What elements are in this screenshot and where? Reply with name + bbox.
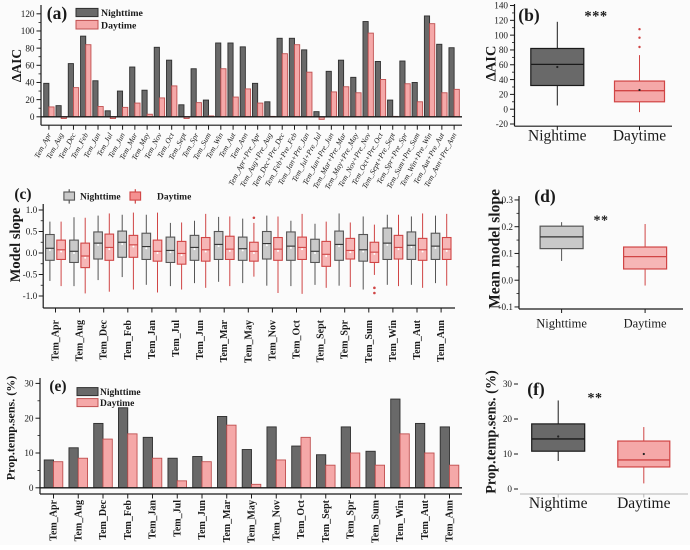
svg-text:Tem_Jan: Tem_Jan [148,500,159,540]
svg-text:Tem_Jul: Tem_Jul [171,320,182,357]
svg-text:ΔAIC: ΔAIC [484,46,500,82]
svg-text:-20: -20 [496,119,509,129]
svg-text:120: 120 [21,9,35,19]
svg-text:30: 30 [24,379,34,389]
svg-text:Tem_Spr: Tem_Spr [340,319,351,359]
svg-text:Tem_Nov: Tem_Nov [267,320,278,361]
svg-text:Tem_Mar: Tem_Mar [222,499,233,542]
svg-text:20: 20 [25,95,35,105]
svg-text:Tem_Mar: Tem_Mar [219,319,230,362]
svg-text:20: 20 [499,90,509,100]
svg-text:Prop.temp.sens. (%): Prop.temp.sens. (%) [4,376,18,480]
svg-text:Tem_Ann: Tem_Ann [445,500,456,542]
svg-text:Tem_Aut: Tem_Aut [412,319,423,359]
svg-text:(d): (d) [534,186,556,206]
svg-text:Tem_Jan: Tem_Jan [147,320,158,360]
svg-text:0: 0 [29,483,34,493]
svg-text:Tem_Sum: Tem_Sum [364,319,375,363]
svg-text:Tem_Feb: Tem_Feb [123,500,134,540]
svg-text:Daytime: Daytime [101,20,137,31]
svg-text:80: 80 [25,43,35,53]
svg-text:Tem_May: Tem_May [243,320,254,363]
svg-text:80: 80 [499,45,509,55]
svg-text:Tem_Apr: Tem_Apr [51,319,62,360]
svg-text:Daytime: Daytime [100,399,134,409]
svg-text:Tem_Aug: Tem_Aug [73,500,84,541]
svg-text:60: 60 [25,61,35,71]
svg-text:20: 20 [24,413,34,423]
svg-text:Tem_Apr: Tem_Apr [49,499,60,540]
svg-text:Tem_Jul: Tem_Jul [172,500,183,537]
svg-text:(e): (e) [49,378,66,395]
svg-text:0: 0 [507,484,512,494]
svg-text:Tem_Dec: Tem_Dec [98,499,109,539]
svg-text:Tem_Sept: Tem_Sept [316,319,327,362]
svg-text:Nighttime: Nighttime [100,388,141,398]
svg-text:20: 20 [503,414,513,424]
svg-text:-1.0: -1.0 [23,291,38,301]
svg-text:Tem_Oct: Tem_Oct [296,499,307,539]
svg-text:10: 10 [24,448,34,458]
svg-text:(f): (f) [527,379,545,399]
svg-text:**: ** [588,391,603,406]
svg-text:Nightime: Nightime [528,128,587,145]
svg-text:60: 60 [499,60,509,70]
svg-text:Prop.temp.sens. (%): Prop.temp.sens. (%) [484,370,500,494]
svg-text:40: 40 [499,75,509,85]
svg-text:100: 100 [21,26,35,36]
svg-text:(a): (a) [47,3,68,23]
svg-text:40: 40 [25,78,35,88]
svg-text:Tem_May: Tem_May [247,500,258,543]
svg-text:0.5: 0.5 [26,227,38,237]
svg-text:Tem_Ann: Tem_Ann [436,320,447,362]
svg-text:0: 0 [503,104,508,114]
svg-text:Nighttime: Nighttime [80,193,121,203]
svg-text:Tem_Aug: Tem_Aug [75,320,86,361]
svg-text:Tem_Oct: Tem_Oct [292,319,303,359]
svg-text:Tem_Dec: Tem_Dec [99,319,110,359]
svg-text:**: ** [594,214,609,229]
svg-text:Mean model slope: Mean model slope [487,189,504,309]
svg-text:30: 30 [503,379,513,389]
svg-text:Daytime: Daytime [157,193,191,203]
svg-text:Daytime: Daytime [617,495,670,512]
svg-text:140: 140 [494,1,508,11]
svg-text:10: 10 [503,449,513,459]
svg-text:Daytime: Daytime [624,317,667,331]
svg-text:Tem_Win: Tem_Win [388,320,399,362]
svg-text:Tem_Jun: Tem_Jun [197,500,208,540]
svg-text:Tem_Aut: Tem_Aut [420,499,431,539]
svg-text:1.0: 1.0 [26,205,38,215]
svg-text:Tem_Win: Tem_Win [395,500,406,542]
svg-text:0.0: 0.0 [26,248,38,258]
svg-text:Model slope: Model slope [8,207,24,282]
svg-text:100: 100 [494,30,508,40]
svg-text:Tem_Sept: Tem_Sept [321,499,332,542]
svg-text:Tem_Nov: Tem_Nov [271,500,282,541]
svg-text:-0.5: -0.5 [23,270,38,280]
svg-text:Nighttime: Nighttime [536,317,587,331]
svg-text:Tem_Feb: Tem_Feb [123,320,134,360]
svg-text:(b): (b) [518,5,540,25]
svg-text:Nightime: Nightime [529,495,588,512]
svg-text:Tem_Sum: Tem_Sum [370,499,381,543]
svg-text:Nighttime: Nighttime [101,8,144,19]
svg-text:120: 120 [494,16,508,26]
svg-text:Daytime: Daytime [613,128,666,145]
svg-text:ΔAIC: ΔAIC [9,49,24,82]
svg-text:Tem_Spr: Tem_Spr [346,499,357,539]
svg-text:***: *** [584,9,607,25]
svg-text:(c): (c) [14,186,31,203]
svg-text:0: 0 [30,112,35,122]
svg-text:Tem_Jun: Tem_Jun [195,320,206,360]
